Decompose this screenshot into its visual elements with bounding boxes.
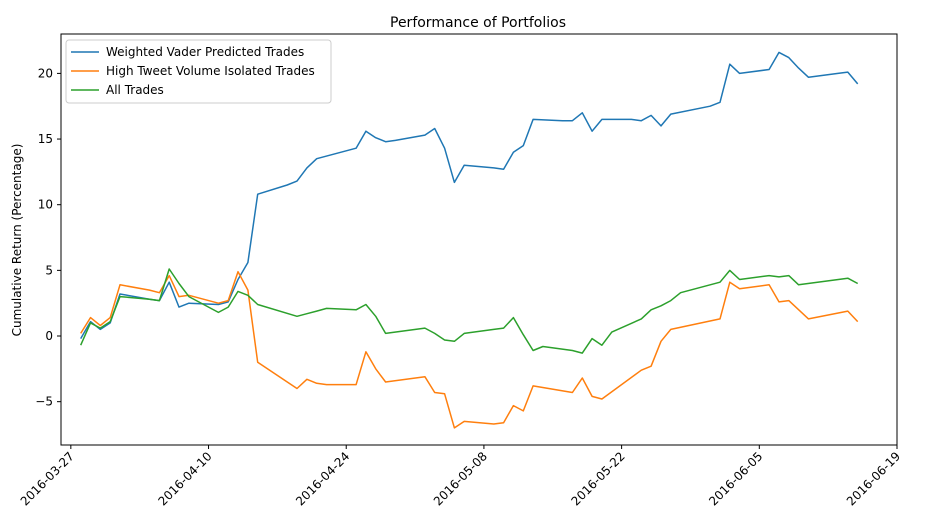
series-line-3 (80, 268, 859, 354)
plot-area-frame (60, 33, 898, 446)
x-tick-label: 2016-04-10 (155, 449, 214, 508)
y-axis-title: Cumulative Return (Percentage) (10, 144, 24, 337)
y-tick-label: 20 (38, 66, 53, 80)
x-tick-label: 2016-05-22 (569, 449, 628, 508)
x-tick-label: 2016-06-05 (706, 449, 765, 508)
legend-label: Weighted Vader Predicted Trades (106, 45, 304, 59)
series-line-1 (80, 51, 859, 339)
legend-box (65, 39, 332, 104)
y-tick-label: 10 (38, 198, 53, 212)
legend-label: High Tweet Volume Isolated Trades (106, 64, 315, 78)
y-tick-label: 0 (45, 329, 53, 343)
chart-title: Performance of Portfolios (390, 15, 566, 31)
series-layer (80, 51, 859, 429)
x-tick-label: 2016-06-19 (844, 449, 903, 508)
y-axis: −5 0 5 10 15 20 (35, 66, 61, 409)
x-tick-label: 2016-05-08 (431, 449, 490, 508)
y-tick-label: 5 (45, 263, 53, 277)
x-tick-label: 2016-03-27 (18, 449, 77, 508)
legend: Weighted Vader Predicted Trades High Twee… (65, 39, 332, 104)
x-tick-label: 2016-04-24 (293, 449, 352, 508)
y-tick-label: 15 (38, 132, 53, 146)
series-line-2 (80, 270, 859, 429)
x-axis: 2016-03-27 2016-04-10 2016-04-24 2016-05-08… (18, 445, 903, 508)
legend-label: All Trades (106, 83, 164, 97)
y-tick-label: −5 (35, 395, 53, 409)
